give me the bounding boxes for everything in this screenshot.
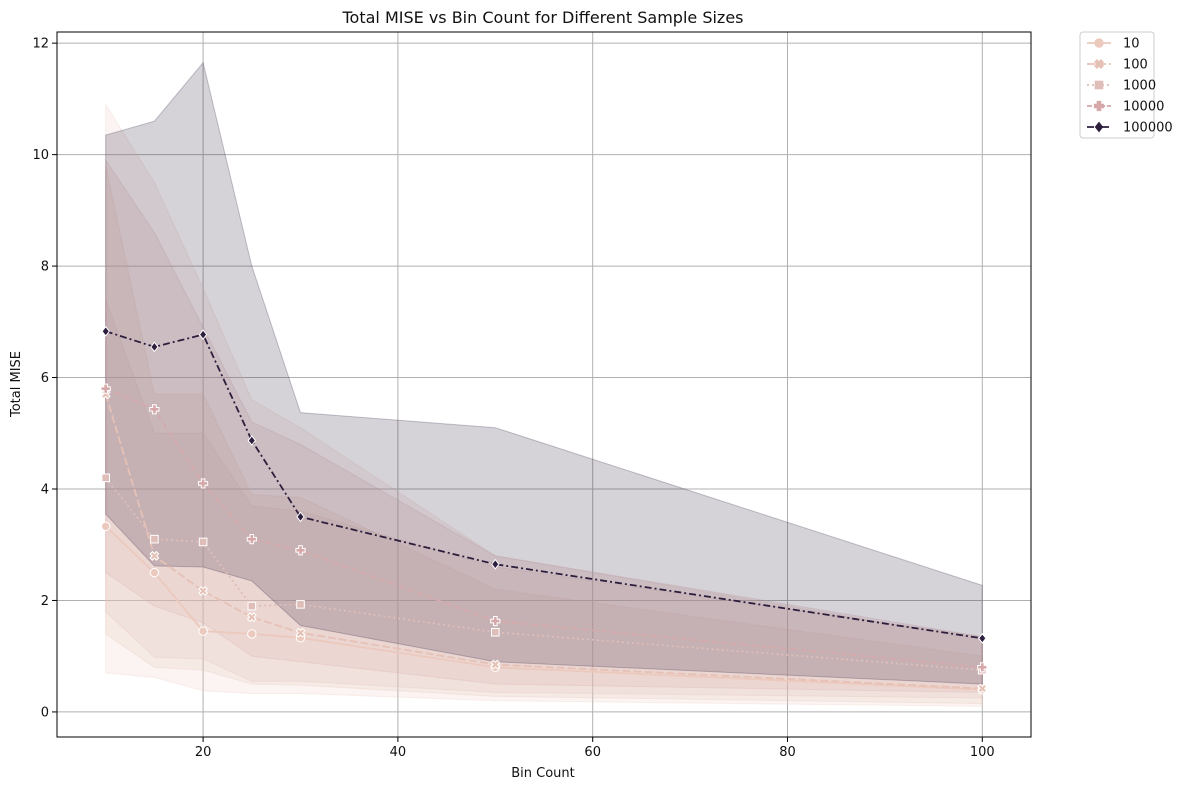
point-100-shape — [198, 586, 209, 596]
point-100 — [149, 550, 160, 561]
x-axis-ticks: 20 40 60 80 100 — [195, 737, 995, 760]
y-tick-label: 6 — [41, 371, 49, 386]
point-100000 — [491, 558, 500, 570]
point-100-shape — [977, 683, 988, 694]
point-1000 — [491, 627, 500, 637]
legend-entry-10000: 10000 — [1087, 100, 1164, 115]
legend-label: 100 — [1123, 58, 1148, 73]
legend-label: 1000 — [1123, 79, 1156, 94]
legend-entry-100000: 100000 — [1087, 121, 1173, 136]
x-tick-label: 60 — [584, 745, 601, 760]
legend-marker — [1094, 80, 1104, 90]
legend-marker-shape — [1094, 59, 1104, 69]
point-10000 — [198, 478, 209, 489]
point-10000 — [490, 615, 501, 627]
x-axis-label: Bin Count — [511, 766, 575, 781]
point-100 — [490, 659, 501, 670]
point-100-shape — [490, 659, 501, 670]
legend-box — [1079, 31, 1155, 139]
x-tick-label: 100 — [970, 745, 995, 760]
point-100 — [246, 612, 257, 623]
y-tick-label: 0 — [41, 705, 49, 720]
y-tick-label: 12 — [32, 37, 49, 52]
point-100000 — [101, 325, 110, 337]
legend-label: 10 — [1123, 37, 1140, 52]
point-100000 — [247, 435, 257, 446]
chart-title: Total MISE vs Bin Count for Different Sa… — [341, 8, 743, 27]
ci-band-100000 — [105, 61, 983, 685]
point-1000 — [101, 473, 111, 483]
legend-marker — [1093, 100, 1105, 112]
legend-entry-1000: 1000 — [1087, 79, 1156, 94]
point-100 — [198, 586, 209, 596]
point-1000 — [150, 534, 159, 544]
y-axis-label: Total MISE — [9, 351, 24, 418]
x-tick-label: 20 — [195, 745, 212, 760]
y-tick-label: 2 — [41, 594, 49, 609]
point-100-shape — [246, 612, 257, 623]
y-tick-label: 4 — [41, 482, 49, 497]
point-100 — [295, 627, 306, 638]
point-100000 — [198, 329, 208, 341]
legend: 10 100 1000 10000 100000 — [1079, 31, 1173, 139]
plot-frame — [56, 31, 1032, 738]
legend-label: 100000 — [1123, 121, 1173, 136]
legend-marker — [1094, 59, 1104, 69]
point-1000 — [296, 600, 305, 609]
point-100-shape — [295, 627, 306, 638]
point-10000 — [100, 383, 111, 394]
point-10000 — [149, 404, 160, 415]
point-10 — [101, 521, 111, 532]
point-10 — [149, 567, 160, 578]
legend-marker — [1094, 38, 1104, 48]
point-100-shape — [149, 550, 160, 561]
y-tick-label: 10 — [32, 148, 49, 163]
point-10000 — [246, 534, 257, 545]
legend-entry-100: 100 — [1087, 58, 1148, 73]
point-100000 — [296, 511, 305, 523]
ci-band-10 — [105, 102, 983, 707]
legend-marker — [1094, 121, 1104, 133]
legend-entry-10: 10 — [1087, 37, 1140, 52]
point-10000 — [977, 662, 988, 673]
point-100 — [977, 683, 988, 694]
point-10 — [247, 629, 257, 639]
x-tick-label: 40 — [390, 745, 407, 760]
y-tick-label: 8 — [41, 260, 49, 275]
point-100000 — [150, 341, 159, 353]
y-axis-ticks: 0 2 4 6 8 10 12 — [32, 37, 57, 720]
series-markers — [100, 325, 988, 695]
point-1000 — [198, 537, 208, 547]
x-tick-label: 80 — [779, 745, 796, 760]
point-10000 — [295, 545, 306, 556]
point-1000 — [247, 601, 257, 611]
ci-band-100 — [105, 165, 983, 705]
legend-label: 10000 — [1123, 100, 1164, 115]
point-100000 — [978, 632, 987, 644]
ci-band-1000 — [105, 299, 983, 699]
point-10 — [198, 626, 208, 636]
